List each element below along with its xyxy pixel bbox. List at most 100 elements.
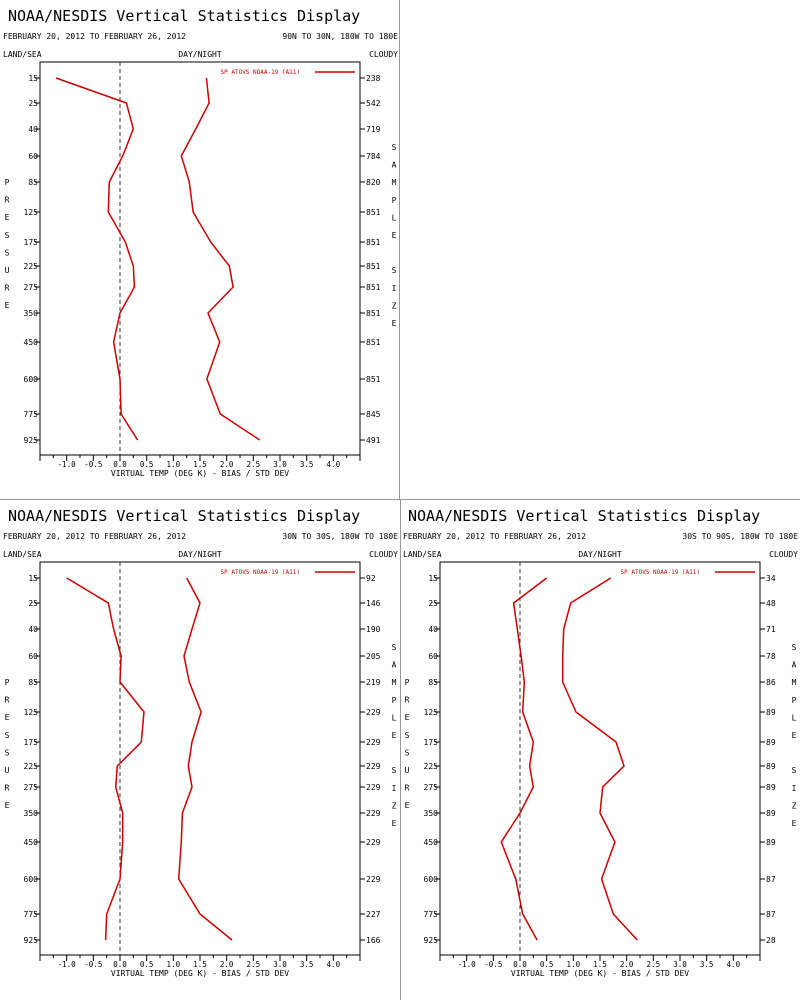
sample-size-label: 851 bbox=[366, 375, 381, 384]
day-night-label: DAY/NIGHT bbox=[178, 550, 222, 559]
chart-panel-1: NOAA/NESDIS Vertical Statistics Display F… bbox=[3, 7, 398, 478]
pressure-level-label: 15 bbox=[28, 74, 38, 83]
sample-size-label: 229 bbox=[366, 738, 381, 747]
x-axis-label: VIRTUAL TEMP (DEG K) - BIAS / STD DEV bbox=[511, 969, 689, 978]
pressure-axis-letter: E bbox=[5, 713, 10, 722]
pressure-level-label: 225 bbox=[24, 762, 39, 771]
sample-size-label: 92 bbox=[366, 574, 376, 583]
pressure-axis-letter: E bbox=[5, 801, 10, 810]
sample-size-axis-letter: P bbox=[392, 196, 397, 205]
pressure-level-label: 925 bbox=[24, 936, 39, 945]
sample-size-axis-letter: M bbox=[392, 178, 397, 187]
pressure-level-label: 450 bbox=[24, 838, 39, 847]
legend-label: SP ATOVS NOAA-19 (A11) bbox=[221, 569, 300, 576]
pressure-level-label: 15 bbox=[28, 574, 38, 583]
sample-size-label: 229 bbox=[366, 783, 381, 792]
x-tick-label: 2.5 bbox=[247, 960, 261, 969]
sample-size-axis-letter: I bbox=[392, 284, 397, 293]
x-tick-label: 0.5 bbox=[140, 960, 154, 969]
sample-size-label: 227 bbox=[366, 910, 381, 919]
sample-size-label: 229 bbox=[366, 809, 381, 818]
pressure-level-label: 85 bbox=[28, 678, 38, 687]
x-tick-label: 3.0 bbox=[673, 960, 687, 969]
pressure-level-label: 85 bbox=[428, 678, 438, 687]
pressure-level-label: 925 bbox=[424, 936, 439, 945]
pressure-level-label: 40 bbox=[428, 625, 438, 634]
sample-size-label: 87 bbox=[766, 875, 776, 884]
sample-size-label: 71 bbox=[766, 625, 776, 634]
land-sea-label: LAND/SEA bbox=[3, 550, 42, 559]
x-tick-label: 3.5 bbox=[300, 460, 314, 469]
x-tick-label: 4.0 bbox=[327, 460, 341, 469]
sample-size-label: 219 bbox=[366, 678, 381, 687]
region-label: 30S TO 90S, 180W TO 180E bbox=[682, 532, 798, 541]
sample-size-label: 89 bbox=[766, 809, 776, 818]
pressure-level-label: 85 bbox=[28, 178, 38, 187]
sample-size-axis-letter: M bbox=[792, 678, 797, 687]
pressure-level-label: 450 bbox=[24, 338, 39, 347]
sample-size-label: 166 bbox=[366, 936, 381, 945]
pressure-axis-letter: E bbox=[5, 301, 10, 310]
std-dev-series-line bbox=[561, 577, 638, 941]
pressure-axis-letter: R bbox=[405, 696, 410, 705]
pressure-level-label: 925 bbox=[24, 436, 39, 445]
sample-size-label: 845 bbox=[366, 410, 381, 419]
x-axis-label: VIRTUAL TEMP (DEG K) - BIAS / STD DEV bbox=[111, 969, 289, 978]
x-tick-label: 0.5 bbox=[540, 960, 554, 969]
sample-size-label: 89 bbox=[766, 838, 776, 847]
bias-series-line bbox=[500, 577, 548, 941]
pressure-axis-letter: E bbox=[405, 713, 410, 722]
pressure-level-label: 25 bbox=[428, 599, 438, 608]
date-range: FEBRUARY 20, 2012 TO FEBRUARY 26, 2012 bbox=[3, 532, 186, 541]
pressure-level-label: 450 bbox=[424, 838, 439, 847]
pressure-level-label: 25 bbox=[28, 599, 38, 608]
sample-size-axis-letter: M bbox=[392, 678, 397, 687]
sample-size-axis-letter: L bbox=[392, 213, 397, 222]
pressure-level-label: 275 bbox=[24, 783, 39, 792]
sample-size-axis-letter: S bbox=[392, 143, 397, 152]
x-tick-label: -1.0 bbox=[58, 460, 77, 469]
sample-size-axis-letter: S bbox=[392, 766, 397, 775]
pressure-level-label: 125 bbox=[424, 708, 439, 717]
x-tick-label: 0.5 bbox=[140, 460, 154, 469]
chart-title: NOAA/NESDIS Vertical Statistics Display bbox=[408, 507, 760, 525]
sample-size-label: 87 bbox=[766, 910, 776, 919]
x-tick-label: -0.5 bbox=[84, 960, 102, 969]
legend-label: SP ATOVS NOAA-19 (A11) bbox=[621, 569, 700, 576]
sample-size-axis-letter: Z bbox=[792, 801, 797, 810]
pressure-axis-letter: S bbox=[5, 248, 10, 257]
x-tick-label: 1.5 bbox=[193, 460, 207, 469]
pressure-axis-letter: S bbox=[5, 748, 10, 757]
x-tick-label: 2.0 bbox=[220, 960, 234, 969]
date-range: FEBRUARY 20, 2012 TO FEBRUARY 26, 2012 bbox=[3, 32, 186, 41]
x-tick-label: 2.5 bbox=[247, 460, 261, 469]
pressure-axis-letter: U bbox=[405, 766, 410, 775]
chart-panel-2: NOAA/NESDIS Vertical Statistics Display F… bbox=[3, 507, 398, 978]
pressure-level-label: 60 bbox=[28, 652, 38, 661]
date-range: FEBRUARY 20, 2012 TO FEBRUARY 26, 2012 bbox=[403, 532, 586, 541]
sample-size-label: 78 bbox=[766, 652, 776, 661]
pressure-level-label: 775 bbox=[24, 410, 39, 419]
sample-size-label: 851 bbox=[366, 338, 381, 347]
sample-size-label: 820 bbox=[366, 178, 381, 187]
sample-size-label: 229 bbox=[366, 762, 381, 771]
sample-size-label: 238 bbox=[366, 74, 381, 83]
plot-frame bbox=[439, 561, 761, 956]
x-tick-label: 3.0 bbox=[273, 960, 287, 969]
pressure-level-label: 125 bbox=[24, 208, 39, 217]
pressure-level-label: 350 bbox=[424, 809, 439, 818]
sample-size-axis-letter: S bbox=[392, 266, 397, 275]
bias-series-line bbox=[55, 77, 139, 441]
bias-series-line bbox=[66, 577, 145, 941]
sample-size-label: 851 bbox=[366, 283, 381, 292]
sample-size-axis-letter: S bbox=[792, 766, 797, 775]
cloudy-label: CLOUDY bbox=[769, 550, 798, 559]
pressure-level-label: 350 bbox=[24, 309, 39, 318]
sample-size-axis-letter: A bbox=[392, 661, 397, 670]
sample-size-label: 851 bbox=[366, 309, 381, 318]
sample-size-axis-letter: S bbox=[392, 643, 397, 652]
std-dev-series-line bbox=[180, 77, 261, 441]
x-tick-label: -0.5 bbox=[484, 960, 502, 969]
x-tick-label: 2.0 bbox=[620, 960, 634, 969]
pressure-axis-letter: P bbox=[5, 678, 10, 687]
